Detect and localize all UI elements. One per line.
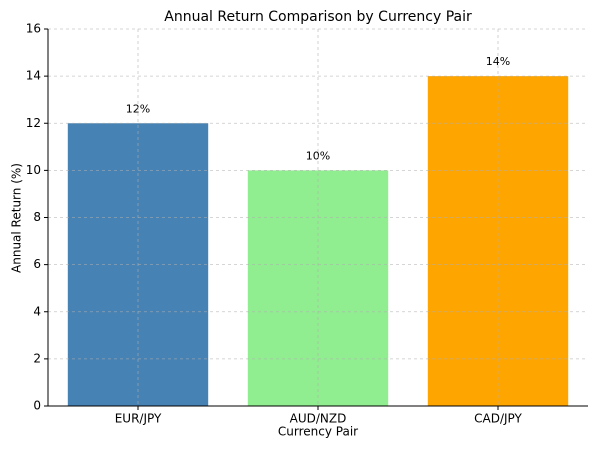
x-tick-label: AUD/NZD — [290, 412, 347, 426]
y-axis-label: Annual Return (%) — [10, 163, 24, 273]
y-tick-label: 16 — [26, 22, 41, 36]
y-tick-label: 10 — [26, 163, 41, 177]
y-tick-label: 0 — [33, 399, 41, 413]
x-tick-label: CAD/JPY — [474, 412, 522, 426]
chart-title: Annual Return Comparison by Currency Pai… — [164, 9, 472, 25]
y-tick-label: 12 — [26, 116, 41, 130]
y-tick-label: 6 — [33, 257, 41, 271]
y-tick-label: 14 — [26, 69, 41, 83]
y-tick-label: 2 — [33, 351, 41, 365]
y-tick-label: 4 — [33, 304, 41, 318]
y-tick-label: 8 — [33, 210, 41, 224]
x-axis-label: Currency Pair — [278, 425, 358, 439]
x-tick-label: EUR/JPY — [115, 412, 162, 426]
